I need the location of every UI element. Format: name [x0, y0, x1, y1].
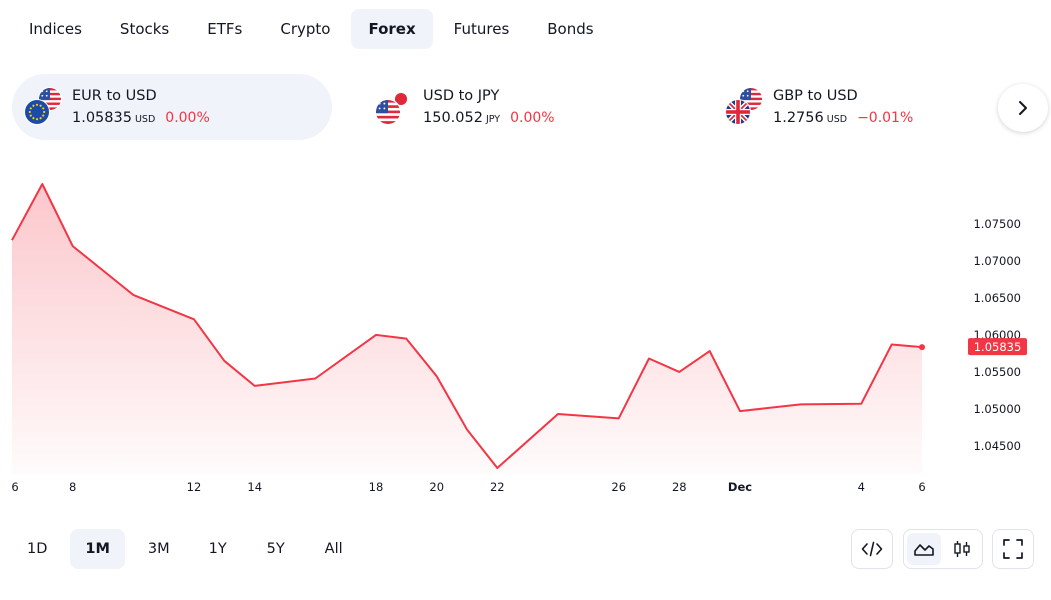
uk-flag-icon [725, 99, 751, 125]
symbol-change: 0.00% [510, 110, 555, 126]
symbol-currency: USD [826, 114, 848, 125]
fullscreen-icon [1003, 539, 1023, 559]
tab-stocks[interactable]: Stocks [119, 20, 170, 38]
x-tick-label: 6 [11, 480, 18, 494]
chart-style-group [903, 529, 983, 569]
symbol-currency: USD [134, 114, 156, 125]
eu-flag-icon [24, 99, 50, 125]
symbol-change: −0.01% [857, 110, 914, 126]
tab-bonds[interactable]: Bonds [547, 20, 594, 38]
tab-indices[interactable]: Indices [29, 20, 82, 38]
price-area-fill [12, 184, 922, 474]
symbol-name: USD to JPY [423, 88, 500, 104]
tab-forex[interactable]: Forex [351, 9, 433, 49]
market-tabs: Indices Stocks ETFs Crypto Forex Futures… [12, 9, 611, 49]
last-price-label: 1.05835 [974, 340, 1022, 354]
symbol-name: EUR to USD [72, 88, 157, 104]
y-tick-label: 1.07500 [973, 217, 1021, 231]
fullscreen-tool-group [992, 529, 1034, 569]
symbol-change: 0.00% [165, 110, 210, 126]
range-1d-button[interactable]: 1D [27, 541, 48, 557]
x-tick-label: 18 [369, 480, 384, 494]
last-price-badge [968, 338, 1027, 356]
range-all-button[interactable]: All [324, 541, 343, 557]
range-5y-button[interactable]: 5Y [266, 541, 285, 557]
candle-style-button[interactable] [945, 533, 979, 565]
chevron-right-icon [1019, 101, 1027, 115]
symbol-price: 1.05835 [72, 110, 132, 126]
symbol-price: 1.2756 [773, 110, 824, 126]
range-1m-button[interactable]: 1M [70, 529, 125, 569]
y-tick-label: 1.05500 [973, 365, 1021, 379]
x-tick-label: 22 [490, 480, 505, 494]
symbol-card-eurusd[interactable]: EUR to USD 1.05835 USD 0.00% [12, 74, 332, 140]
y-tick-label: 1.07000 [973, 254, 1021, 268]
x-tick-label: 14 [247, 480, 262, 494]
embed-tool-group [851, 529, 893, 569]
x-tick-label: 12 [187, 480, 202, 494]
symbol-card-usdjpy[interactable]: USD to JPY 150.052 JPY 0.00% [363, 74, 683, 140]
x-tick-label: 8 [69, 480, 76, 494]
last-price-dot [919, 344, 925, 351]
fullscreen-button[interactable] [996, 533, 1030, 565]
y-tick-label: 1.06500 [973, 291, 1021, 305]
code-icon [861, 541, 883, 557]
time-range-selector: 1D 1M 3M 1Y 5Y All [12, 529, 367, 569]
x-tick-label: 20 [429, 480, 444, 494]
currency-flags [725, 87, 765, 127]
x-tick-label: Dec [728, 480, 752, 494]
y-tick-label: 1.05000 [973, 402, 1021, 416]
next-symbols-button[interactable] [998, 84, 1048, 132]
area-style-button[interactable] [907, 533, 941, 565]
x-tick-label: 28 [672, 480, 687, 494]
us-flag-icon [375, 99, 401, 125]
price-chart[interactable]: 1.075001.070001.065001.060001.055001.050… [0, 150, 1051, 500]
tab-crypto[interactable]: Crypto [280, 20, 331, 38]
x-tick-label: 6 [918, 480, 925, 494]
symbol-currency: JPY [485, 114, 501, 125]
embed-button[interactable] [855, 533, 889, 565]
tab-futures[interactable]: Futures [453, 20, 510, 38]
currency-flags [375, 87, 415, 127]
symbol-name: GBP to USD [773, 88, 858, 104]
range-1y-button[interactable]: 1Y [208, 541, 227, 557]
range-3m-button[interactable]: 3M [147, 541, 170, 557]
price-line [11, 183, 923, 469]
x-tick-label: 4 [858, 480, 865, 494]
symbol-card-gbpusd[interactable]: GBP to USD 1.2756 USD −0.01% [713, 74, 993, 140]
x-tick-label: 26 [611, 480, 626, 494]
tab-etfs[interactable]: ETFs [207, 20, 243, 38]
area-chart-icon [914, 544, 934, 556]
y-tick-label: 1.04500 [973, 439, 1021, 453]
candlestick-icon [954, 541, 970, 557]
symbol-price: 150.052 [423, 110, 483, 126]
currency-flags [24, 87, 64, 127]
